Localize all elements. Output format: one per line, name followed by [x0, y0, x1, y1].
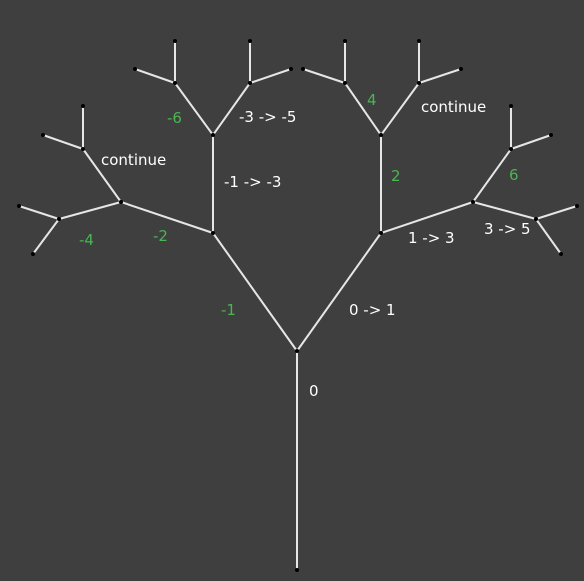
branch-node — [57, 217, 61, 221]
branch-node — [295, 349, 299, 353]
label-left-branch: -1 — [221, 301, 236, 319]
branch-segment — [380, 201, 474, 234]
branch-segment — [535, 218, 562, 255]
branch-node — [289, 67, 293, 71]
label-far-right-up: 6 — [509, 166, 519, 184]
branch-segment — [174, 82, 214, 136]
label-left-left: -2 — [153, 227, 168, 245]
branch-node — [248, 81, 252, 85]
branch-node — [301, 67, 305, 71]
label-right-branch: 0 -> 1 — [349, 301, 396, 319]
branch-segment — [18, 205, 60, 220]
branch-node — [417, 81, 421, 85]
branch-node — [211, 133, 215, 137]
branch-node — [119, 200, 123, 204]
branch-node — [379, 133, 383, 137]
label-far-right-right: 3 -> 5 — [484, 220, 531, 238]
branch-node — [534, 217, 538, 221]
branch-node — [459, 67, 463, 71]
label-far-left: -4 — [79, 231, 94, 249]
branch-segment — [120, 201, 214, 234]
label-right-continue: continue — [421, 98, 487, 116]
label-right-top: 4 — [367, 91, 377, 109]
branch-node — [81, 147, 85, 151]
label-left-continue: continue — [101, 151, 167, 169]
branch-node — [417, 39, 421, 43]
branch-segment — [472, 201, 537, 220]
branch-node — [133, 67, 137, 71]
branch-node — [343, 39, 347, 43]
label-left-top-right: -3 -> -5 — [239, 108, 297, 126]
branch-node — [173, 81, 177, 85]
branch-segment — [42, 134, 84, 150]
branch-node — [509, 104, 513, 108]
branch-node — [575, 204, 579, 208]
branch-segment — [296, 232, 382, 352]
tree-nodes — [17, 39, 579, 572]
branch-segment — [212, 232, 298, 352]
branch-segment — [134, 68, 176, 84]
branch-node — [379, 231, 383, 235]
branch-node — [509, 147, 513, 151]
branch-node — [471, 200, 475, 204]
branch-segment — [212, 82, 251, 136]
label-right-up: 2 — [391, 167, 401, 185]
branch-node — [17, 204, 21, 208]
branch-segment — [32, 218, 60, 255]
branch-node — [173, 39, 177, 43]
branch-node — [549, 133, 553, 137]
branch-segment — [472, 148, 512, 203]
branch-node — [41, 133, 45, 137]
branch-node — [248, 39, 252, 43]
branch-node — [295, 568, 299, 572]
branch-node — [343, 81, 347, 85]
tree-branches — [18, 40, 578, 571]
branch-node — [559, 252, 563, 256]
label-left-top: -6 — [167, 109, 182, 127]
branch-segment — [302, 68, 346, 84]
branch-segment — [380, 82, 420, 136]
branch-segment — [58, 201, 122, 220]
branch-segment — [535, 205, 578, 220]
branch-segment — [418, 68, 462, 84]
branch-node — [81, 104, 85, 108]
branch-segment — [510, 134, 552, 150]
label-right-right: 1 -> 3 — [408, 229, 455, 247]
branch-segment — [249, 68, 292, 84]
branch-segment — [344, 82, 382, 136]
branch-node — [31, 252, 35, 256]
label-left-up: -1 -> -3 — [224, 173, 282, 191]
branch-node — [211, 231, 215, 235]
label-trunk-angle: 0 — [309, 382, 319, 400]
branch-segment — [82, 148, 122, 203]
